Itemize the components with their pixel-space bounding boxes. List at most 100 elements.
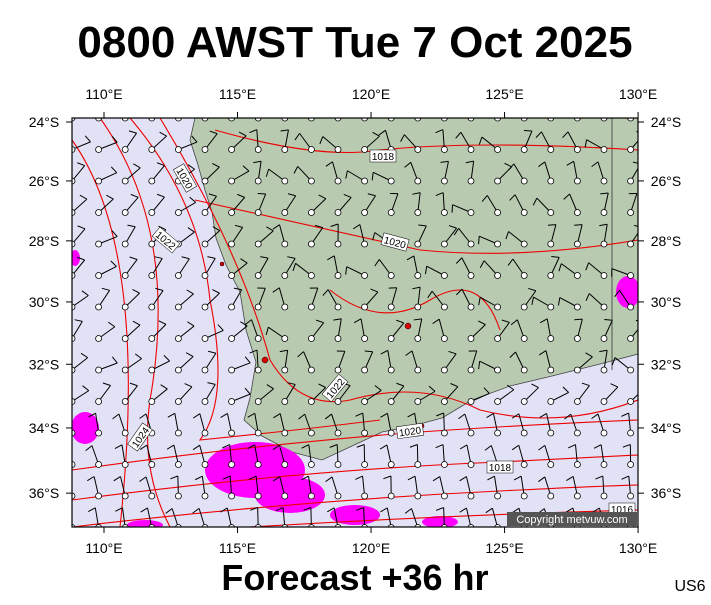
copyright: Copyright metvuw.com xyxy=(516,514,627,526)
wind-station xyxy=(441,304,447,310)
wind-station xyxy=(548,399,554,405)
wind-station xyxy=(574,430,580,436)
wind-station xyxy=(468,273,474,279)
wind-station xyxy=(255,304,261,310)
wind-station xyxy=(628,304,634,310)
wind-station xyxy=(415,462,421,468)
wind-station xyxy=(308,273,314,279)
wind-station xyxy=(441,273,447,279)
wind-barb xyxy=(391,98,394,118)
lat-label: 34°S xyxy=(651,420,682,436)
wind-barb xyxy=(567,98,574,102)
lon-label: 115°E xyxy=(219,86,256,102)
wind-station xyxy=(175,367,181,373)
wind-station xyxy=(255,336,261,342)
wind-barb xyxy=(574,319,582,320)
wind-station xyxy=(255,367,261,373)
wind-station xyxy=(495,178,501,184)
wind-barb xyxy=(64,445,71,448)
lon-label: 110°E xyxy=(85,86,122,102)
wind-station xyxy=(149,462,155,468)
wind-station xyxy=(308,430,314,436)
wind-station xyxy=(202,304,208,310)
lat-label: 36°S xyxy=(651,485,682,501)
wind-station xyxy=(229,462,235,468)
wind-station xyxy=(362,493,368,499)
wind-station xyxy=(335,273,341,279)
wind-station xyxy=(362,273,368,279)
wind-station xyxy=(362,178,368,184)
wind-station xyxy=(202,336,208,342)
wind-station xyxy=(202,178,208,184)
wind-station xyxy=(548,210,554,216)
wind-station xyxy=(521,399,527,405)
wind-station xyxy=(96,178,102,184)
wind-station xyxy=(175,493,181,499)
wind-station xyxy=(362,241,368,247)
wind-station xyxy=(308,241,314,247)
wind-station xyxy=(229,178,235,184)
wind-barb xyxy=(64,413,71,416)
wind-station xyxy=(282,304,288,310)
wind-station xyxy=(96,210,102,216)
wind-barb xyxy=(589,105,604,118)
wind-barb xyxy=(108,101,115,105)
wind-station xyxy=(601,273,607,279)
wind-station xyxy=(548,367,554,373)
wind-station xyxy=(202,430,208,436)
wind-barb xyxy=(262,99,270,101)
wind-station xyxy=(122,304,128,310)
wind-station xyxy=(628,273,634,279)
wind-barb xyxy=(479,236,480,244)
wind-station xyxy=(149,273,155,279)
wind-station xyxy=(255,210,261,216)
wind-station xyxy=(202,147,208,153)
wind-station xyxy=(175,273,181,279)
isobar-label: 1018 xyxy=(489,463,512,474)
wind-station xyxy=(229,273,235,279)
wind-station xyxy=(229,493,235,499)
wind-station xyxy=(468,336,474,342)
wind-station xyxy=(521,304,527,310)
wind-station xyxy=(255,399,261,405)
wind-station xyxy=(415,178,421,184)
wind-station xyxy=(468,430,474,436)
wind-station xyxy=(362,430,368,436)
lon-label: 120°E xyxy=(352,540,390,556)
wind-station xyxy=(282,336,288,342)
lat-label: 26°S xyxy=(651,173,682,189)
wind-barb xyxy=(548,225,556,226)
wind-station xyxy=(335,304,341,310)
wind-station xyxy=(628,147,634,153)
wind-station xyxy=(521,241,527,247)
wind-station xyxy=(255,430,261,436)
wind-station xyxy=(468,399,474,405)
wind-station xyxy=(255,493,261,499)
wind-station xyxy=(149,147,155,153)
wind-station xyxy=(229,399,235,405)
wind-station xyxy=(441,462,447,468)
wind-barb xyxy=(365,351,373,352)
wind-station xyxy=(335,399,341,405)
wind-station xyxy=(441,178,447,184)
wind-station xyxy=(96,241,102,247)
wind-barb xyxy=(99,106,115,118)
wind-station xyxy=(601,399,607,405)
wind-station xyxy=(362,462,368,468)
wind-barb xyxy=(62,508,69,512)
wind-barb xyxy=(322,102,327,109)
wind-station xyxy=(415,493,421,499)
wind-station xyxy=(308,399,314,405)
wind-station xyxy=(388,367,394,373)
wind-station xyxy=(122,367,128,373)
wind-station xyxy=(122,399,128,405)
wind-station xyxy=(149,399,155,405)
wind-station xyxy=(548,147,554,153)
wind-station xyxy=(388,430,394,436)
wind-barb xyxy=(399,108,400,116)
wind-station xyxy=(335,367,341,373)
wind-station xyxy=(149,178,155,184)
wind-station xyxy=(308,367,314,373)
wind-station xyxy=(521,273,527,279)
